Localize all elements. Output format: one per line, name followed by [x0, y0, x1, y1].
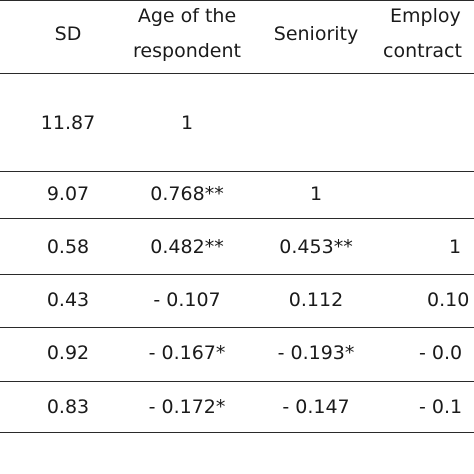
row-5-employment: - 0.0: [419, 342, 463, 364]
row-6-employment: - 0.1: [419, 396, 463, 418]
row-3-age: 0.482**: [150, 236, 224, 258]
row-2-seniority: 1: [309, 183, 323, 205]
table-top-rule: [0, 0, 474, 1]
header-sd: SD: [54, 23, 82, 45]
row-divider: [0, 381, 474, 382]
row-divider: [0, 218, 474, 219]
row-1-age: 1: [180, 112, 194, 134]
row-6-sd: 0.83: [46, 396, 90, 418]
row-4-age: - 0.107: [153, 289, 221, 311]
row-6-seniority: - 0.147: [282, 396, 350, 418]
row-3-seniority: 0.453**: [279, 236, 353, 258]
row-divider: [0, 327, 474, 328]
row-4-sd: 0.43: [46, 289, 90, 311]
header-employment-line2: contract: [383, 40, 462, 62]
row-6-age: - 0.172*: [148, 396, 226, 418]
row-1-sd: 11.87: [40, 112, 96, 134]
row-4-seniority: 0.112: [288, 289, 344, 311]
row-4-employment: 0.10: [427, 289, 470, 311]
header-employment-line1: Employ: [390, 5, 461, 27]
row-3-employment: 1: [448, 236, 462, 258]
row-divider: [0, 171, 474, 172]
row-divider: [0, 274, 474, 275]
table-bottom-rule: [0, 432, 474, 433]
row-2-sd: 9.07: [46, 183, 90, 205]
header-bottom-rule: [0, 73, 474, 74]
row-2-age: 0.768**: [150, 183, 224, 205]
row-5-seniority: - 0.193*: [277, 342, 355, 364]
row-3-sd: 0.58: [46, 236, 90, 258]
row-5-age: - 0.167*: [148, 342, 226, 364]
header-seniority: Seniority: [273, 23, 359, 45]
row-5-sd: 0.92: [46, 342, 90, 364]
header-age-line1: Age of the: [137, 5, 237, 27]
header-age-line2: respondent: [133, 40, 241, 62]
